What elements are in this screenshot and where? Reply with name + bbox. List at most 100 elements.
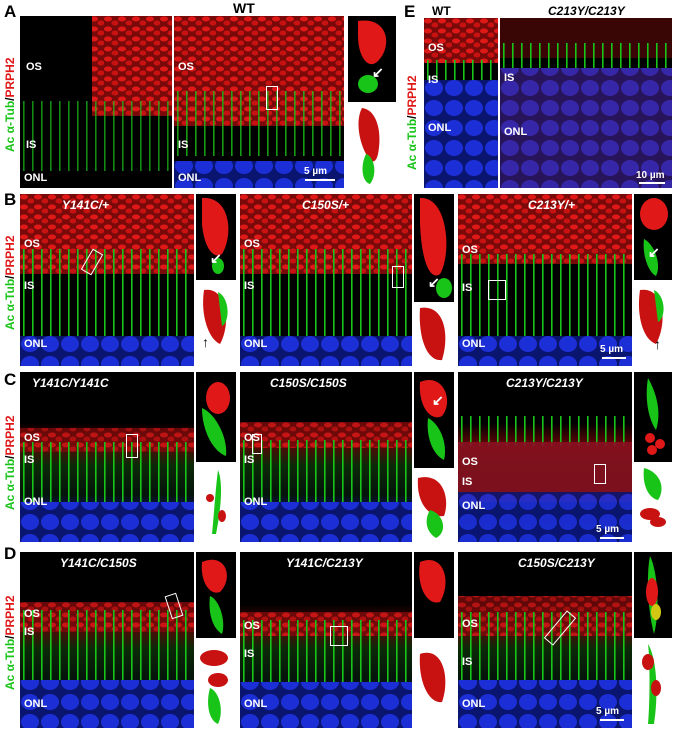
layer-os: OS bbox=[462, 456, 478, 468]
inset-c1 bbox=[196, 372, 236, 462]
layer-os: OS bbox=[428, 42, 444, 54]
layer-is: IS bbox=[244, 280, 255, 292]
layer-os: OS bbox=[24, 238, 40, 250]
panel-label-c: C bbox=[4, 370, 17, 389]
scale-bar bbox=[602, 357, 626, 359]
layer-onl: ONL bbox=[24, 496, 48, 508]
yaxis-label-c: Ac α-Tub/PRPH2 bbox=[3, 415, 17, 510]
layer-is: IS bbox=[26, 139, 37, 151]
layer-os: OS bbox=[462, 618, 478, 630]
roi-box bbox=[126, 434, 138, 458]
micrograph-a-left: OS IS ONL bbox=[20, 16, 172, 188]
inset-3d-c3 bbox=[634, 464, 672, 542]
genotype-label: C150S/C213Y bbox=[518, 556, 595, 570]
scale-label: 10 µm bbox=[636, 170, 665, 181]
micrograph-c3: C213Y/C213Y OS IS ONL 5 µm bbox=[458, 372, 632, 542]
layer-is: IS bbox=[24, 454, 35, 466]
inset-3d-d2 bbox=[414, 640, 454, 728]
layer-onl: ONL bbox=[244, 338, 268, 350]
inset-b1: ↙ bbox=[196, 194, 236, 280]
micrograph-c2: C150S/C150S OS IS ONL bbox=[240, 372, 412, 542]
inset-3d-b1: ↑ bbox=[196, 282, 236, 366]
inset-d2 bbox=[414, 552, 454, 638]
yaxis-label-d: Ac α-Tub/PRPH2 bbox=[3, 595, 17, 690]
scale-label: 5 µm bbox=[596, 524, 619, 535]
micrograph-a-right: OS IS ONL 5 µm bbox=[174, 16, 344, 188]
genotype-label: Y141C/Y141C bbox=[32, 376, 109, 390]
roi-box bbox=[488, 280, 506, 300]
layer-is: IS bbox=[462, 656, 473, 668]
inset-b3: ↙ bbox=[634, 194, 672, 280]
layer-onl: ONL bbox=[462, 500, 486, 512]
layer-onl: ONL bbox=[24, 698, 48, 710]
layer-os: OS bbox=[244, 238, 260, 250]
layer-is: IS bbox=[24, 280, 35, 292]
genotype-label: Y141C/+ bbox=[62, 198, 110, 212]
panel-label-d: D bbox=[4, 544, 17, 563]
layer-is: IS bbox=[504, 72, 515, 84]
inset-a: ↙ bbox=[348, 16, 396, 102]
layer-onl: ONL bbox=[428, 122, 452, 134]
roi-box bbox=[594, 464, 606, 484]
yaxis-label-b: Ac α-Tub/PRPH2 bbox=[3, 235, 17, 330]
layer-os: OS bbox=[462, 244, 478, 256]
layer-os: OS bbox=[244, 620, 260, 632]
inset-b2: ↙ bbox=[414, 194, 454, 302]
micrograph-d1: Y141C/C150S OS IS ONL bbox=[20, 552, 194, 728]
layer-onl: ONL bbox=[504, 126, 528, 138]
panel-label-a: A bbox=[4, 2, 17, 21]
inset-3d-b3: ↑ bbox=[634, 282, 672, 366]
layer-is: IS bbox=[462, 476, 473, 488]
scale-bar bbox=[600, 719, 624, 721]
inset-d1 bbox=[196, 552, 236, 638]
inset-3d-d3 bbox=[634, 640, 672, 728]
inset-3d-d1 bbox=[196, 640, 236, 728]
genotype-label: Y141C/C213Y bbox=[286, 556, 363, 570]
layer-os: OS bbox=[24, 608, 40, 620]
inset-3d-c1 bbox=[196, 464, 236, 542]
inset-3d-b2 bbox=[414, 304, 454, 366]
scale-bar bbox=[600, 537, 624, 539]
inset-c3 bbox=[634, 372, 672, 462]
micrograph-b1: Y141C/+ OS IS ONL bbox=[20, 194, 194, 366]
scale-label: 5 µm bbox=[304, 166, 327, 177]
layer-os: OS bbox=[244, 432, 260, 444]
micrograph-d3: C150S/C213Y OS IS ONL 5 µm bbox=[458, 552, 632, 728]
micrograph-d2: Y141C/C213Y OS IS ONL bbox=[240, 552, 412, 728]
layer-onl: ONL bbox=[178, 172, 202, 184]
micrograph-b2: C150S/+ OS IS ONL bbox=[240, 194, 412, 366]
layer-os: OS bbox=[178, 61, 194, 73]
genotype-label: C213Y/+ bbox=[528, 198, 576, 212]
scale-label: 5 µm bbox=[600, 344, 623, 355]
layer-os: OS bbox=[26, 61, 42, 73]
layer-onl: ONL bbox=[244, 698, 268, 710]
layer-is: IS bbox=[244, 648, 255, 660]
yaxis-label-a: Ac α-Tub/PRPH2 bbox=[3, 57, 17, 152]
header-wt: WT bbox=[233, 0, 255, 16]
micrograph-e-mutant: IS ONL 10 µm bbox=[500, 18, 672, 188]
scale-bar bbox=[639, 182, 665, 184]
layer-is: IS bbox=[178, 139, 189, 151]
micrograph-c1: Y141C/Y141C OS IS ONL bbox=[20, 372, 194, 542]
micrograph-b3: C213Y/+ OS IS ONL 5 µm bbox=[458, 194, 632, 366]
inset-3d-a bbox=[348, 104, 396, 188]
micrograph-e-wt: OS IS ONL bbox=[424, 18, 498, 188]
layer-onl: ONL bbox=[462, 698, 486, 710]
header-wt-e: WT bbox=[432, 4, 451, 18]
layer-is: IS bbox=[244, 454, 255, 466]
genotype-label: C150S/+ bbox=[302, 198, 350, 212]
inset-d3 bbox=[634, 552, 672, 638]
layer-is: IS bbox=[462, 282, 473, 294]
layer-onl: ONL bbox=[24, 338, 48, 350]
layer-os: OS bbox=[24, 432, 40, 444]
layer-is: IS bbox=[24, 626, 35, 638]
layer-onl: ONL bbox=[24, 172, 48, 184]
genotype-label: Y141C/C150S bbox=[60, 556, 137, 570]
panel-label-b: B bbox=[4, 190, 17, 209]
inset-c2: ↙ bbox=[414, 372, 454, 468]
layer-onl: ONL bbox=[462, 338, 486, 350]
roi-box bbox=[266, 86, 278, 110]
genotype-label: C213Y/C213Y bbox=[506, 376, 583, 390]
roi-box bbox=[252, 434, 262, 454]
roi-box bbox=[330, 626, 348, 646]
